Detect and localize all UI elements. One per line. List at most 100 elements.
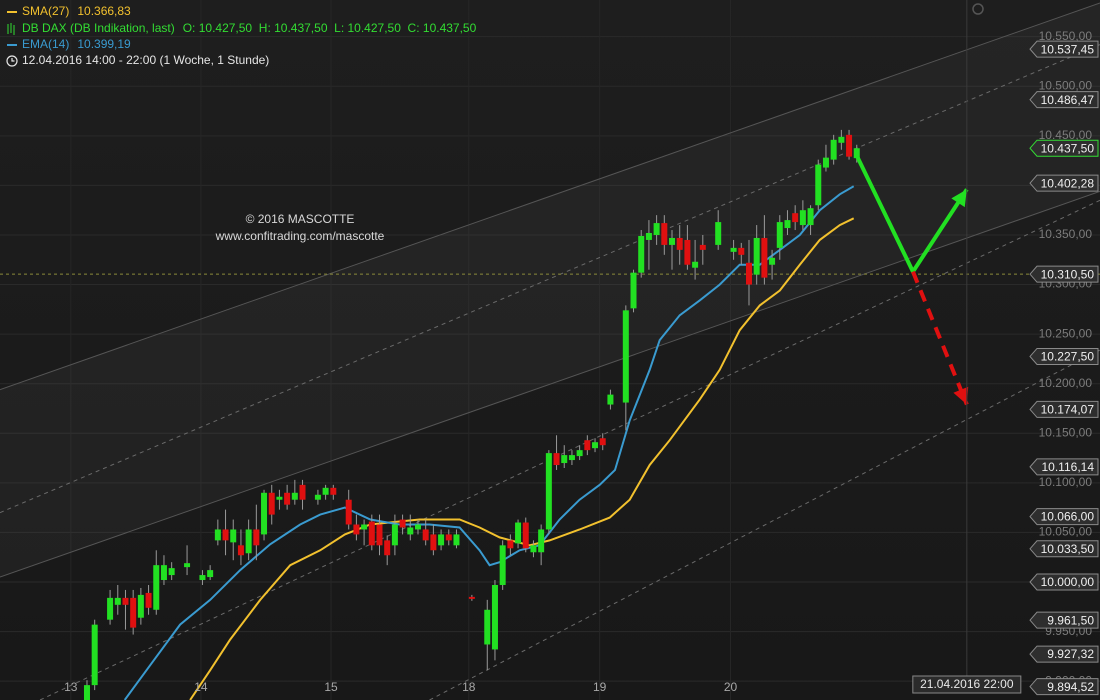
candle-body	[761, 237, 768, 278]
candle-body	[253, 529, 260, 546]
trendline	[39, 199, 1100, 700]
plot	[83, 129, 969, 700]
candle-body	[368, 521, 375, 546]
candle-body	[361, 524, 368, 530]
candle-body	[284, 492, 291, 505]
price-label-box	[1029, 40, 1099, 58]
price-label-box	[1029, 678, 1099, 696]
candle-body	[407, 527, 414, 535]
price-label: 10.000,00	[1041, 575, 1095, 589]
candle-body	[153, 565, 160, 610]
y-tick-label: 10.450,00	[1039, 128, 1093, 142]
candle-body	[592, 442, 599, 449]
crosshair-box	[912, 675, 1022, 694]
candle-body	[322, 487, 329, 495]
candle-body	[122, 597, 129, 605]
legend-icon	[7, 11, 17, 13]
clock-icon	[11, 58, 15, 62]
legend-icon	[7, 23, 15, 35]
settings-icon[interactable]	[972, 3, 984, 15]
candle-body	[114, 597, 121, 605]
candle-body	[491, 584, 498, 650]
candle-body	[453, 534, 460, 546]
candle-body	[715, 222, 722, 245]
candle-body	[653, 223, 660, 235]
candle-body	[438, 534, 445, 546]
candle-body	[207, 570, 214, 578]
candle-body	[137, 594, 144, 618]
watermark: www.confitrading.com/mascotte	[215, 229, 385, 243]
candle-body	[692, 261, 699, 268]
candle-body	[630, 272, 637, 309]
candle-body	[699, 244, 706, 250]
y-tick-label: 10.200,00	[1039, 376, 1093, 390]
candle-body	[799, 210, 806, 226]
candle-body	[168, 568, 175, 576]
candle-body	[184, 563, 191, 568]
y-tick-label: 10.100,00	[1039, 475, 1093, 489]
price-label: 10.537,45	[1041, 42, 1095, 56]
candle-body	[414, 524, 421, 530]
candle-body	[545, 453, 552, 530]
candle-body	[553, 453, 560, 466]
candle-body	[622, 310, 629, 403]
price-label: 10.033,50	[1041, 542, 1095, 556]
candle-body	[599, 438, 606, 446]
price-label-box	[1029, 540, 1099, 558]
candle-body	[807, 208, 814, 226]
legend-name: EMA(14)	[22, 37, 69, 51]
candle-body	[384, 540, 391, 556]
price-label: 10.116,14	[1042, 460, 1095, 474]
x-tick-label: 14	[194, 680, 208, 694]
candle-body	[214, 529, 221, 541]
price-label-box	[1029, 508, 1099, 526]
candle-body	[568, 455, 575, 461]
legend-entry: EMA(14) 10.399,19	[22, 37, 131, 51]
price-label: 10.437,50	[1041, 141, 1095, 155]
candle-body	[853, 148, 860, 159]
price-label-box	[1029, 347, 1099, 365]
candle-body	[230, 529, 237, 543]
candle-body	[391, 524, 398, 546]
clock-icon	[6, 55, 18, 67]
candle-body	[638, 235, 645, 273]
candle-body	[538, 529, 545, 553]
x-tick-label: 13	[64, 680, 78, 694]
candle-body	[830, 139, 837, 160]
candle-body	[584, 440, 591, 451]
y-tick-label: 10.050,00	[1039, 525, 1093, 539]
candle-body	[376, 524, 383, 546]
period: 12.04.2016 14:00 - 22:00 (1 Woche, 1 Stu…	[22, 53, 269, 67]
legend-entry: SMA(27) 10.366,83	[22, 4, 131, 18]
arrow-head	[951, 189, 967, 208]
candle-body	[484, 609, 491, 645]
trendline	[0, 190, 1100, 578]
candle-body	[268, 492, 275, 515]
candle-body	[515, 522, 522, 544]
legend-value: 10.366,83	[77, 4, 131, 18]
price-label: 9.927,32	[1047, 647, 1094, 661]
candle-body	[291, 492, 298, 500]
trendline	[0, 2, 1100, 391]
candle-body	[676, 237, 683, 250]
y-tick-label: 10.150,00	[1039, 425, 1093, 439]
legend: SMA(27) 10.366,83 DB DAX (DB Indikation, …	[6, 4, 477, 67]
candle-body	[607, 394, 614, 405]
candle-body	[792, 213, 799, 223]
legend-icon	[7, 44, 17, 46]
candle-body	[160, 565, 167, 581]
candle-body	[145, 592, 152, 608]
legend-value: 10.399,19	[77, 37, 131, 51]
candle-body	[430, 534, 437, 551]
price-label: 10.486,47	[1041, 93, 1095, 107]
candle-body	[784, 220, 791, 229]
price-label-box	[1029, 265, 1099, 283]
candle-body	[507, 540, 514, 549]
candle-body	[769, 257, 776, 265]
candle-body	[199, 575, 206, 581]
legend-name: SMA(27)	[22, 4, 69, 18]
candle-body	[468, 596, 475, 599]
price-label-box	[1029, 91, 1099, 109]
